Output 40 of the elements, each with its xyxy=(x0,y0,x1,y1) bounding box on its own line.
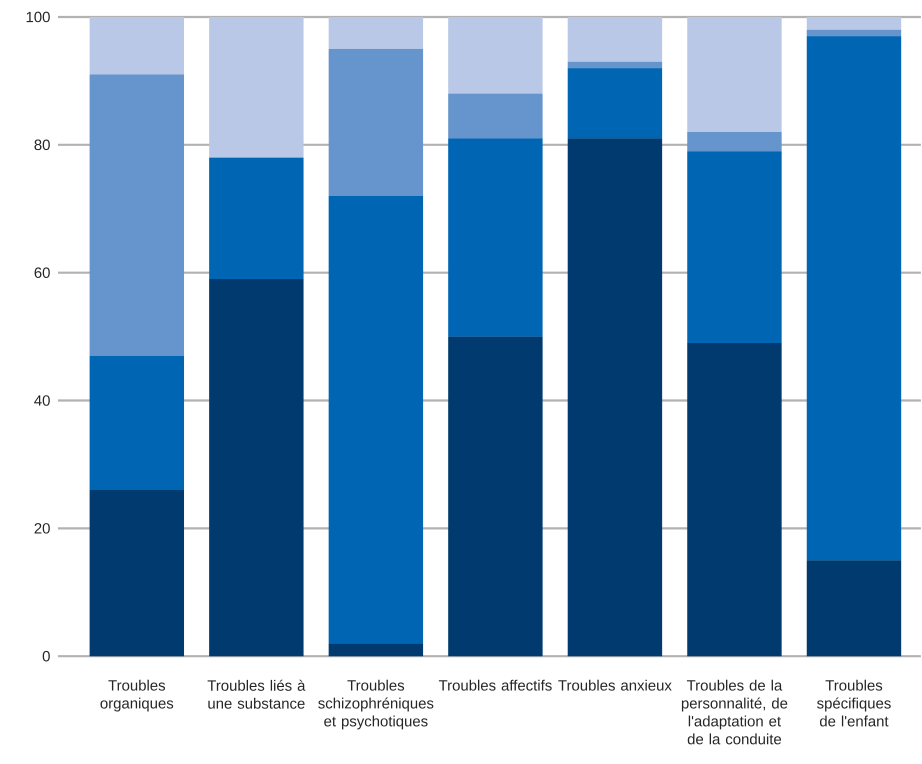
bar xyxy=(806,16,902,30)
y-tick-label: 80 xyxy=(34,140,50,150)
bar xyxy=(448,138,543,337)
y-tick-label: 20 xyxy=(34,523,50,534)
x-tick-label: Troubles organiques xyxy=(100,680,174,712)
bar xyxy=(209,158,304,280)
bar xyxy=(687,342,782,656)
bar xyxy=(328,196,424,644)
bar xyxy=(448,16,543,94)
bar xyxy=(90,490,184,656)
bar xyxy=(448,336,543,656)
bar xyxy=(90,74,184,356)
y-tick-label: 0 xyxy=(42,650,50,662)
bar xyxy=(687,151,782,343)
bar xyxy=(90,16,184,74)
bar xyxy=(209,279,304,656)
bar xyxy=(209,16,304,158)
bar xyxy=(568,68,662,138)
bar xyxy=(806,36,902,560)
bar xyxy=(328,48,424,196)
y-tick-label: 60 xyxy=(34,267,50,278)
x-tick-label: Troubles de la personnalité, de l'adaptation et de la conduite xyxy=(682,680,788,744)
y-tick-label: 100 xyxy=(26,12,50,22)
x-tick-label: Troubles anxieux xyxy=(558,680,672,691)
bar xyxy=(568,62,662,68)
bar xyxy=(568,138,662,656)
bar xyxy=(328,16,424,49)
x-tick-label: Troubles affectifs xyxy=(438,680,552,691)
bar xyxy=(687,16,782,132)
bar xyxy=(328,643,424,656)
bar xyxy=(687,132,782,152)
bar xyxy=(806,30,902,36)
bar xyxy=(568,16,662,62)
x-tick-label: Troubles schizophréniques et psychotiques xyxy=(318,680,434,730)
bar xyxy=(448,94,543,138)
y-tick-label: 40 xyxy=(34,395,50,406)
x-tick-label: Troubles spécifiques de l'enfant xyxy=(817,680,891,726)
bar xyxy=(90,356,184,490)
x-tick-label: Troubles liés à une substance xyxy=(208,680,306,709)
bar xyxy=(806,560,902,656)
